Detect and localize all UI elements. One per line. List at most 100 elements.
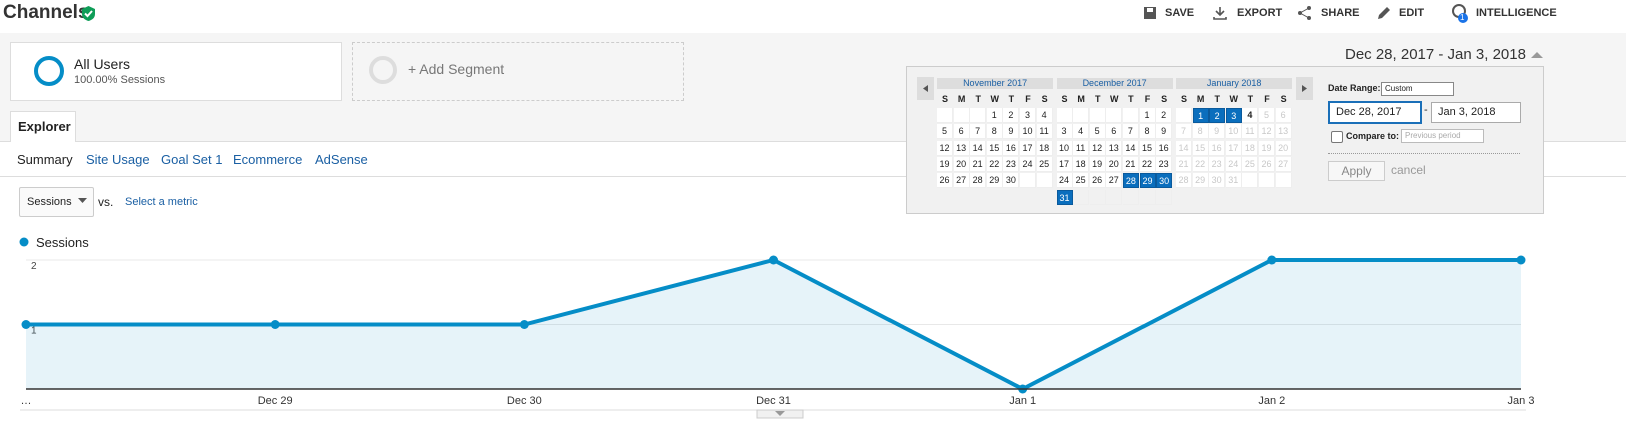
- day[interactable]: 14: [970, 140, 987, 156]
- metric-selected[interactable]: Sessions: [27, 196, 72, 208]
- day[interactable]: 4: [1036, 108, 1053, 123]
- export-button[interactable]: EXPORT: [1237, 7, 1283, 19]
- day[interactable]: 26: [937, 173, 953, 189]
- day[interactable]: 12: [937, 140, 953, 156]
- day[interactable]: 8: [986, 124, 1003, 140]
- day[interactable]: 29: [986, 173, 1003, 189]
- day[interactable]: 3: [1056, 124, 1073, 140]
- share-button[interactable]: SHARE: [1321, 7, 1360, 19]
- subtab[interactable]: AdSense: [315, 152, 368, 167]
- day[interactable]: 16: [1156, 140, 1173, 156]
- range-select[interactable]: Custom: [1381, 82, 1454, 96]
- metric-dropdown[interactable]: [19, 187, 94, 217]
- intelligence-icon[interactable]: [1450, 3, 1470, 25]
- cancel-link[interactable]: cancel: [1391, 163, 1426, 177]
- day[interactable]: 9: [1003, 124, 1020, 140]
- day[interactable]: 23: [1003, 156, 1020, 172]
- day[interactable]: 13: [953, 140, 970, 156]
- day: 20: [1275, 140, 1292, 156]
- day[interactable]: 1: [986, 108, 1003, 123]
- day[interactable]: 14: [1122, 140, 1139, 156]
- tab-label[interactable]: Explorer: [18, 119, 71, 134]
- edit-button[interactable]: EDIT: [1399, 7, 1425, 19]
- day[interactable]: 7: [1122, 124, 1139, 140]
- day[interactable]: 3: [1225, 108, 1242, 123]
- day[interactable]: 7: [970, 124, 987, 140]
- select-metric[interactable]: Select a metric: [125, 196, 198, 208]
- subtab[interactable]: Ecommerce: [233, 152, 303, 167]
- apply-button[interactable]: Apply: [1328, 161, 1385, 181]
- tab[interactable]: [10, 111, 76, 142]
- day[interactable]: 23: [1156, 156, 1173, 172]
- day[interactable]: 1: [1139, 108, 1156, 123]
- edit-icon[interactable]: [1376, 5, 1392, 21]
- day[interactable]: 10: [1020, 124, 1036, 140]
- day[interactable]: 19: [937, 156, 953, 172]
- compare-select[interactable]: Previous period: [1401, 129, 1484, 143]
- add-segment[interactable]: + Add Segment: [408, 61, 505, 77]
- add-segment-card[interactable]: [352, 42, 684, 101]
- day[interactable]: 6: [1106, 124, 1123, 140]
- day[interactable]: 29: [1139, 173, 1156, 189]
- prev-month[interactable]: [917, 77, 934, 100]
- day[interactable]: 31: [1056, 189, 1073, 205]
- start-input[interactable]: Dec 28, 2017: [1328, 101, 1422, 124]
- day[interactable]: 11: [1073, 140, 1090, 156]
- day[interactable]: 9: [1156, 124, 1173, 140]
- segment-card[interactable]: [10, 42, 342, 101]
- end-input[interactable]: Jan 3, 2018: [1431, 102, 1521, 123]
- day[interactable]: 16: [1003, 140, 1020, 156]
- day[interactable]: 24: [1056, 173, 1073, 189]
- day[interactable]: 19: [1089, 156, 1106, 172]
- intelligence-button[interactable]: INTELLIGENCE: [1476, 7, 1557, 19]
- day[interactable]: 15: [986, 140, 1003, 156]
- share-icon[interactable]: [1297, 5, 1313, 21]
- day[interactable]: 22: [1139, 156, 1156, 172]
- subtab[interactable]: Summary: [17, 152, 73, 167]
- day[interactable]: 25: [1036, 156, 1053, 172]
- day[interactable]: 18: [1036, 140, 1053, 156]
- day[interactable]: 1: [1192, 108, 1209, 123]
- save-button[interactable]: SAVE: [1165, 7, 1195, 19]
- day[interactable]: 28: [970, 173, 987, 189]
- day[interactable]: 12: [1089, 140, 1106, 156]
- day[interactable]: 5: [937, 124, 953, 140]
- collapse-arrow[interactable]: [1530, 50, 1544, 60]
- export-icon[interactable]: [1212, 5, 1228, 21]
- day[interactable]: 24: [1020, 156, 1036, 172]
- day[interactable]: 4: [1242, 108, 1259, 123]
- day[interactable]: 26: [1089, 173, 1106, 189]
- day[interactable]: 13: [1106, 140, 1123, 156]
- compare-checkbox[interactable]: [1331, 131, 1343, 143]
- day[interactable]: 25: [1073, 173, 1090, 189]
- day[interactable]: 3: [1020, 108, 1036, 123]
- day[interactable]: 10: [1056, 140, 1073, 156]
- day[interactable]: 18: [1073, 156, 1090, 172]
- day[interactable]: 21: [1122, 156, 1139, 172]
- day[interactable]: 20: [953, 156, 970, 172]
- day[interactable]: 30: [1003, 173, 1020, 189]
- day[interactable]: 28: [1122, 173, 1139, 189]
- day[interactable]: 30: [1156, 173, 1173, 189]
- day[interactable]: 2: [1003, 108, 1020, 123]
- day[interactable]: 17: [1020, 140, 1036, 156]
- day[interactable]: 5: [1089, 124, 1106, 140]
- day[interactable]: 20: [1106, 156, 1123, 172]
- day[interactable]: 27: [1106, 173, 1123, 189]
- date-range-toggle[interactable]: Dec 28, 2017 - Jan 3, 2018: [1345, 46, 1526, 63]
- day[interactable]: 2: [1156, 108, 1173, 123]
- day[interactable]: 27: [953, 173, 970, 189]
- day[interactable]: 8: [1139, 124, 1156, 140]
- day[interactable]: 21: [970, 156, 987, 172]
- day[interactable]: 11: [1036, 124, 1053, 140]
- day[interactable]: 22: [986, 156, 1003, 172]
- next-month[interactable]: [1296, 77, 1313, 100]
- subtab[interactable]: Site Usage: [86, 152, 150, 167]
- day[interactable]: 15: [1139, 140, 1156, 156]
- day[interactable]: 2: [1209, 108, 1226, 123]
- day[interactable]: 17: [1056, 156, 1073, 172]
- day[interactable]: 6: [953, 124, 970, 140]
- save-icon[interactable]: [1142, 5, 1158, 21]
- subtab[interactable]: Goal Set 1: [161, 152, 223, 167]
- day[interactable]: 4: [1073, 124, 1090, 140]
